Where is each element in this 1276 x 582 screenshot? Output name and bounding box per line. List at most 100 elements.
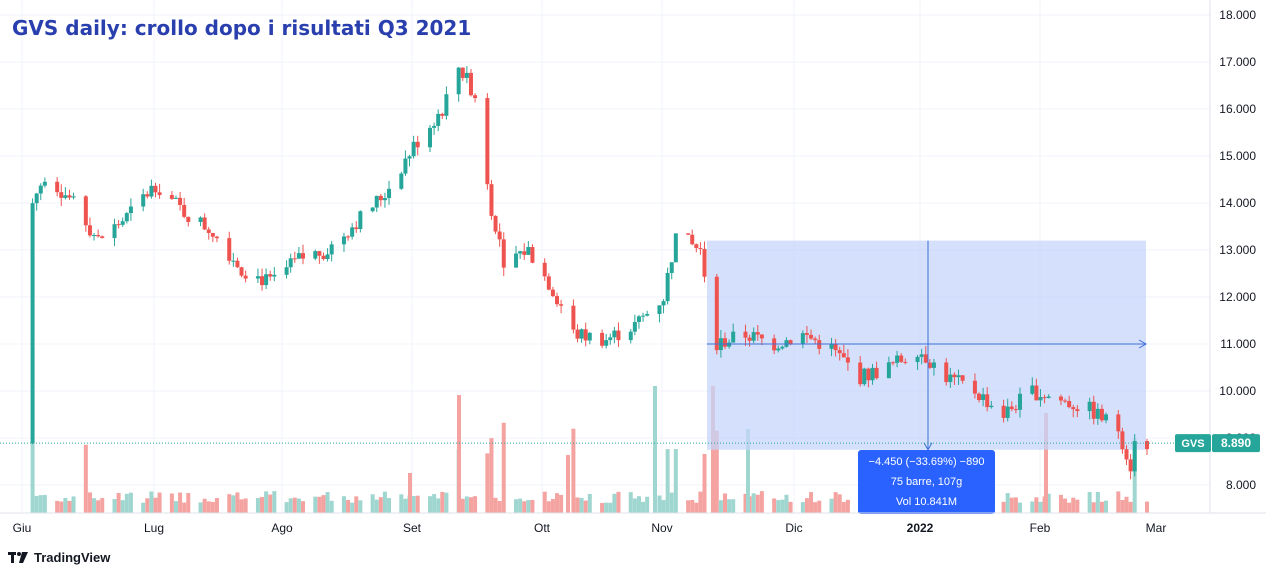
candle-body xyxy=(874,367,879,379)
candle-body xyxy=(1001,405,1006,418)
candle-body xyxy=(755,332,760,335)
candle-body xyxy=(489,184,494,216)
candle-body xyxy=(87,225,92,236)
volume-bar xyxy=(542,491,547,513)
candle-body xyxy=(1087,401,1092,412)
last-price-tag: GVS 8.890 xyxy=(0,434,1260,453)
time-axis[interactable]: Giu Lug Ago Set Ott Nov Dic 2022 Feb Mar xyxy=(13,521,1167,535)
volume-bar xyxy=(239,499,244,513)
volume-bar xyxy=(722,493,727,513)
volume-bar xyxy=(755,494,760,513)
candle-body xyxy=(636,316,641,323)
volume-bar xyxy=(382,491,387,513)
candle-body xyxy=(186,216,191,222)
candle-body xyxy=(456,67,461,95)
volume-bar xyxy=(96,500,101,513)
footer-brand[interactable]: TradingView xyxy=(8,550,110,565)
volume-bar xyxy=(440,491,445,513)
candle-body xyxy=(530,247,535,263)
candle-body xyxy=(845,357,850,363)
volume-bar xyxy=(374,499,379,513)
volume-bar xyxy=(522,501,527,513)
candle-body xyxy=(157,192,162,195)
volume-bar xyxy=(809,492,814,513)
volume-bar xyxy=(157,492,162,513)
volume-bar xyxy=(243,498,248,513)
candle-body xyxy=(1124,449,1129,460)
candle-body xyxy=(473,95,478,99)
volume-bar xyxy=(260,497,265,513)
volume-bar xyxy=(370,494,375,513)
volume-bar xyxy=(350,502,355,513)
volume-bar xyxy=(63,497,68,513)
candle-body xyxy=(182,204,187,217)
measure-label-line-1: −4.450 (−33.69%) −890 xyxy=(869,456,985,468)
candle-body xyxy=(804,333,809,335)
volume-bar xyxy=(1009,497,1014,513)
candle-body xyxy=(96,235,101,237)
candle-body xyxy=(780,346,785,349)
volume-bar xyxy=(673,449,678,513)
volume-bar xyxy=(436,498,441,513)
volume-bar xyxy=(518,498,523,513)
volume-bar xyxy=(358,500,363,513)
volume-bar xyxy=(530,499,535,513)
time-tick-label: 2022 xyxy=(907,521,934,535)
candle-body xyxy=(628,331,633,341)
volume-bar xyxy=(731,499,736,513)
volume-bar xyxy=(468,497,473,513)
candle-body xyxy=(350,227,355,237)
candle-body xyxy=(1058,396,1063,401)
candle-body xyxy=(944,362,949,383)
time-tick-label: Set xyxy=(403,521,422,535)
volume-bar xyxy=(112,499,117,513)
price-tick-label: 16.000 xyxy=(1219,102,1256,116)
brand-name: TradingView xyxy=(34,550,111,565)
candle-body xyxy=(1116,414,1121,432)
volume-bar xyxy=(559,494,564,513)
volume-bar xyxy=(346,499,351,513)
candle-body xyxy=(989,405,994,408)
candle-body xyxy=(977,393,982,401)
price-tick-label: 12.000 xyxy=(1219,290,1256,304)
volume-bar xyxy=(169,493,174,513)
volume-bar xyxy=(59,501,64,513)
volume-bar xyxy=(124,493,129,513)
candle-body xyxy=(866,368,871,381)
volume-bar xyxy=(116,492,121,513)
volume-bar xyxy=(546,501,551,513)
volume-bar xyxy=(497,500,502,513)
volume-spike xyxy=(746,429,750,513)
volume-bar xyxy=(600,502,605,513)
candle-body xyxy=(202,217,207,230)
candle-body xyxy=(829,343,834,349)
volume-bar xyxy=(743,493,748,513)
candle-body xyxy=(903,361,908,363)
candle-body xyxy=(149,185,154,197)
candle-body xyxy=(370,207,375,212)
candle-body xyxy=(833,343,838,351)
volume-bar xyxy=(727,499,732,513)
volume-bar xyxy=(845,499,850,513)
volume-bar xyxy=(1030,501,1035,513)
volume-bar xyxy=(83,444,88,513)
candle-body xyxy=(1071,407,1076,410)
volume-bar xyxy=(399,494,404,513)
candle-body xyxy=(444,94,449,116)
candle-body xyxy=(690,234,695,245)
candle-body xyxy=(141,194,146,207)
time-tick-label: Dic xyxy=(785,521,802,535)
volume-bar xyxy=(780,499,785,513)
candle-body xyxy=(255,276,260,279)
volume-bar xyxy=(231,495,236,513)
candle-body xyxy=(231,260,236,262)
volume-bar xyxy=(645,496,650,513)
volume-bar xyxy=(604,502,609,513)
volume-bar xyxy=(800,502,805,513)
candle-body xyxy=(960,375,965,381)
volume-bar xyxy=(1087,492,1092,513)
candle-body xyxy=(665,272,670,302)
candle-body xyxy=(612,330,617,338)
price-tick-label: 14.000 xyxy=(1219,196,1256,210)
